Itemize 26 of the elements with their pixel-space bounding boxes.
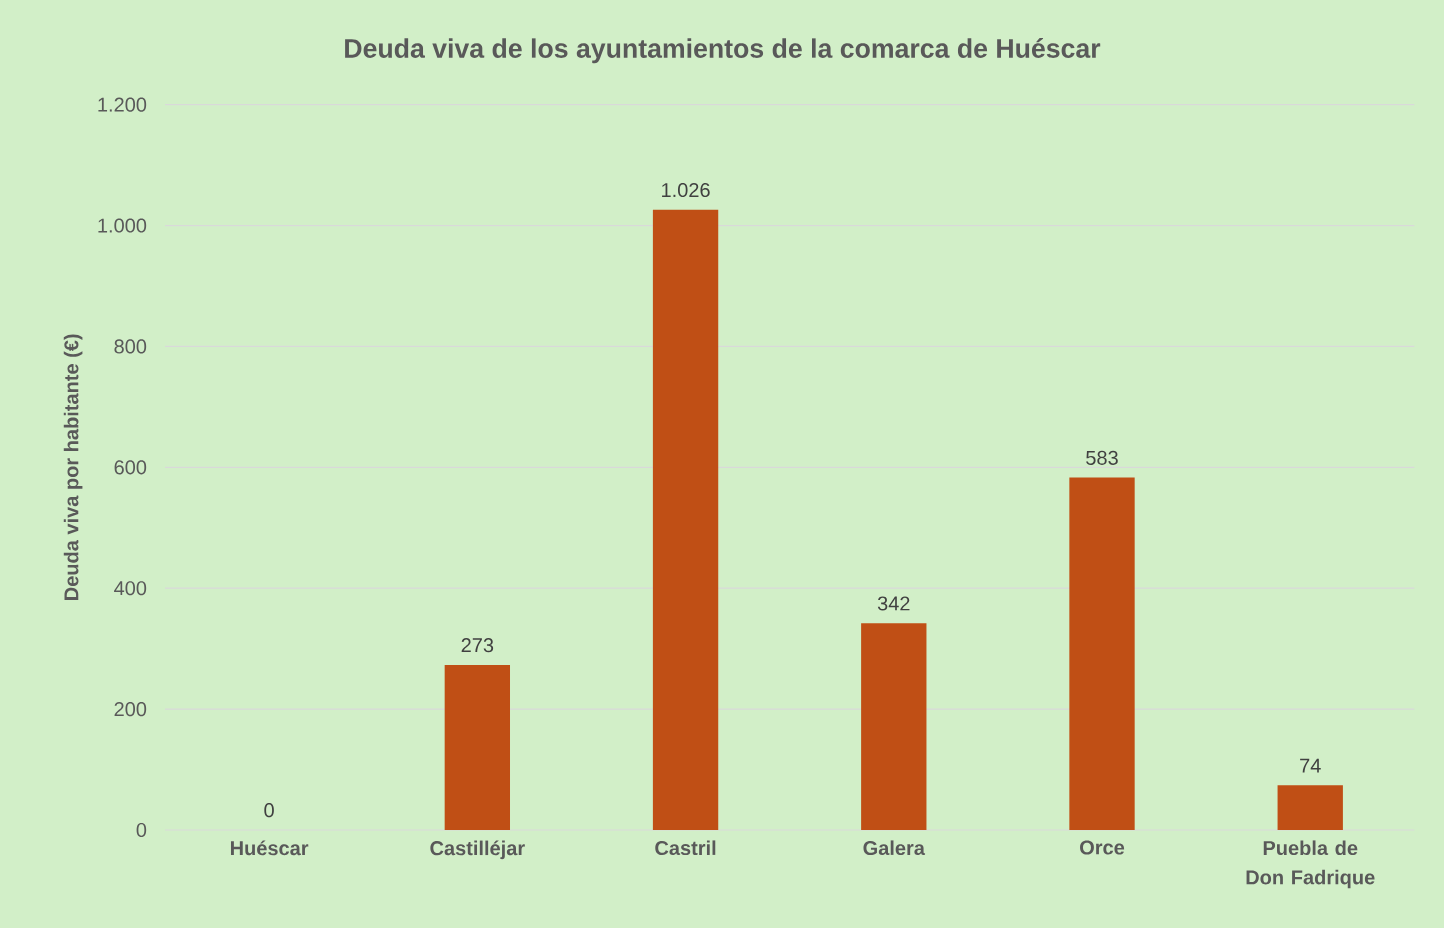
- data-label: 1.026: [662, 182, 710, 198]
- data-label: 583: [1086, 450, 1118, 465]
- x-tick-label: Orce: [1080, 840, 1125, 855]
- x-tick-label: Castril: [655, 840, 716, 856]
- bar: [861, 623, 927, 830]
- x-tick-label: Galera: [863, 840, 926, 856]
- x-tick-label: Puebla de Don Fadrique: [1246, 840, 1375, 889]
- data-label: 342: [877, 596, 910, 611]
- y-tick-label: 800: [114, 339, 147, 354]
- y-tick-label: 1.000: [98, 218, 147, 233]
- x-tick-label: Castilléjar: [430, 840, 525, 860]
- bar: [652, 209, 719, 830]
- y-tick-label: 600: [114, 460, 147, 475]
- y-tick-label: 200: [114, 702, 147, 717]
- y-tick-label: 0: [136, 822, 147, 838]
- x-tick-label: Huéscar: [230, 840, 309, 856]
- data-label: 74: [1300, 758, 1321, 773]
- bar: [444, 664, 511, 830]
- bar: [1069, 477, 1135, 830]
- data-label: 0: [264, 803, 274, 818]
- y-tick-label: 400: [114, 581, 147, 596]
- chart-title: Deuda viva de los ayuntamientos de la comarca de Huéscar: [345, 38, 1101, 64]
- data-label: 273: [461, 638, 494, 653]
- bar: [1277, 785, 1343, 830]
- y-tick-label: 1.200: [98, 97, 147, 112]
- y-axis-title: Deuda viva por habitante (€): [63, 334, 83, 600]
